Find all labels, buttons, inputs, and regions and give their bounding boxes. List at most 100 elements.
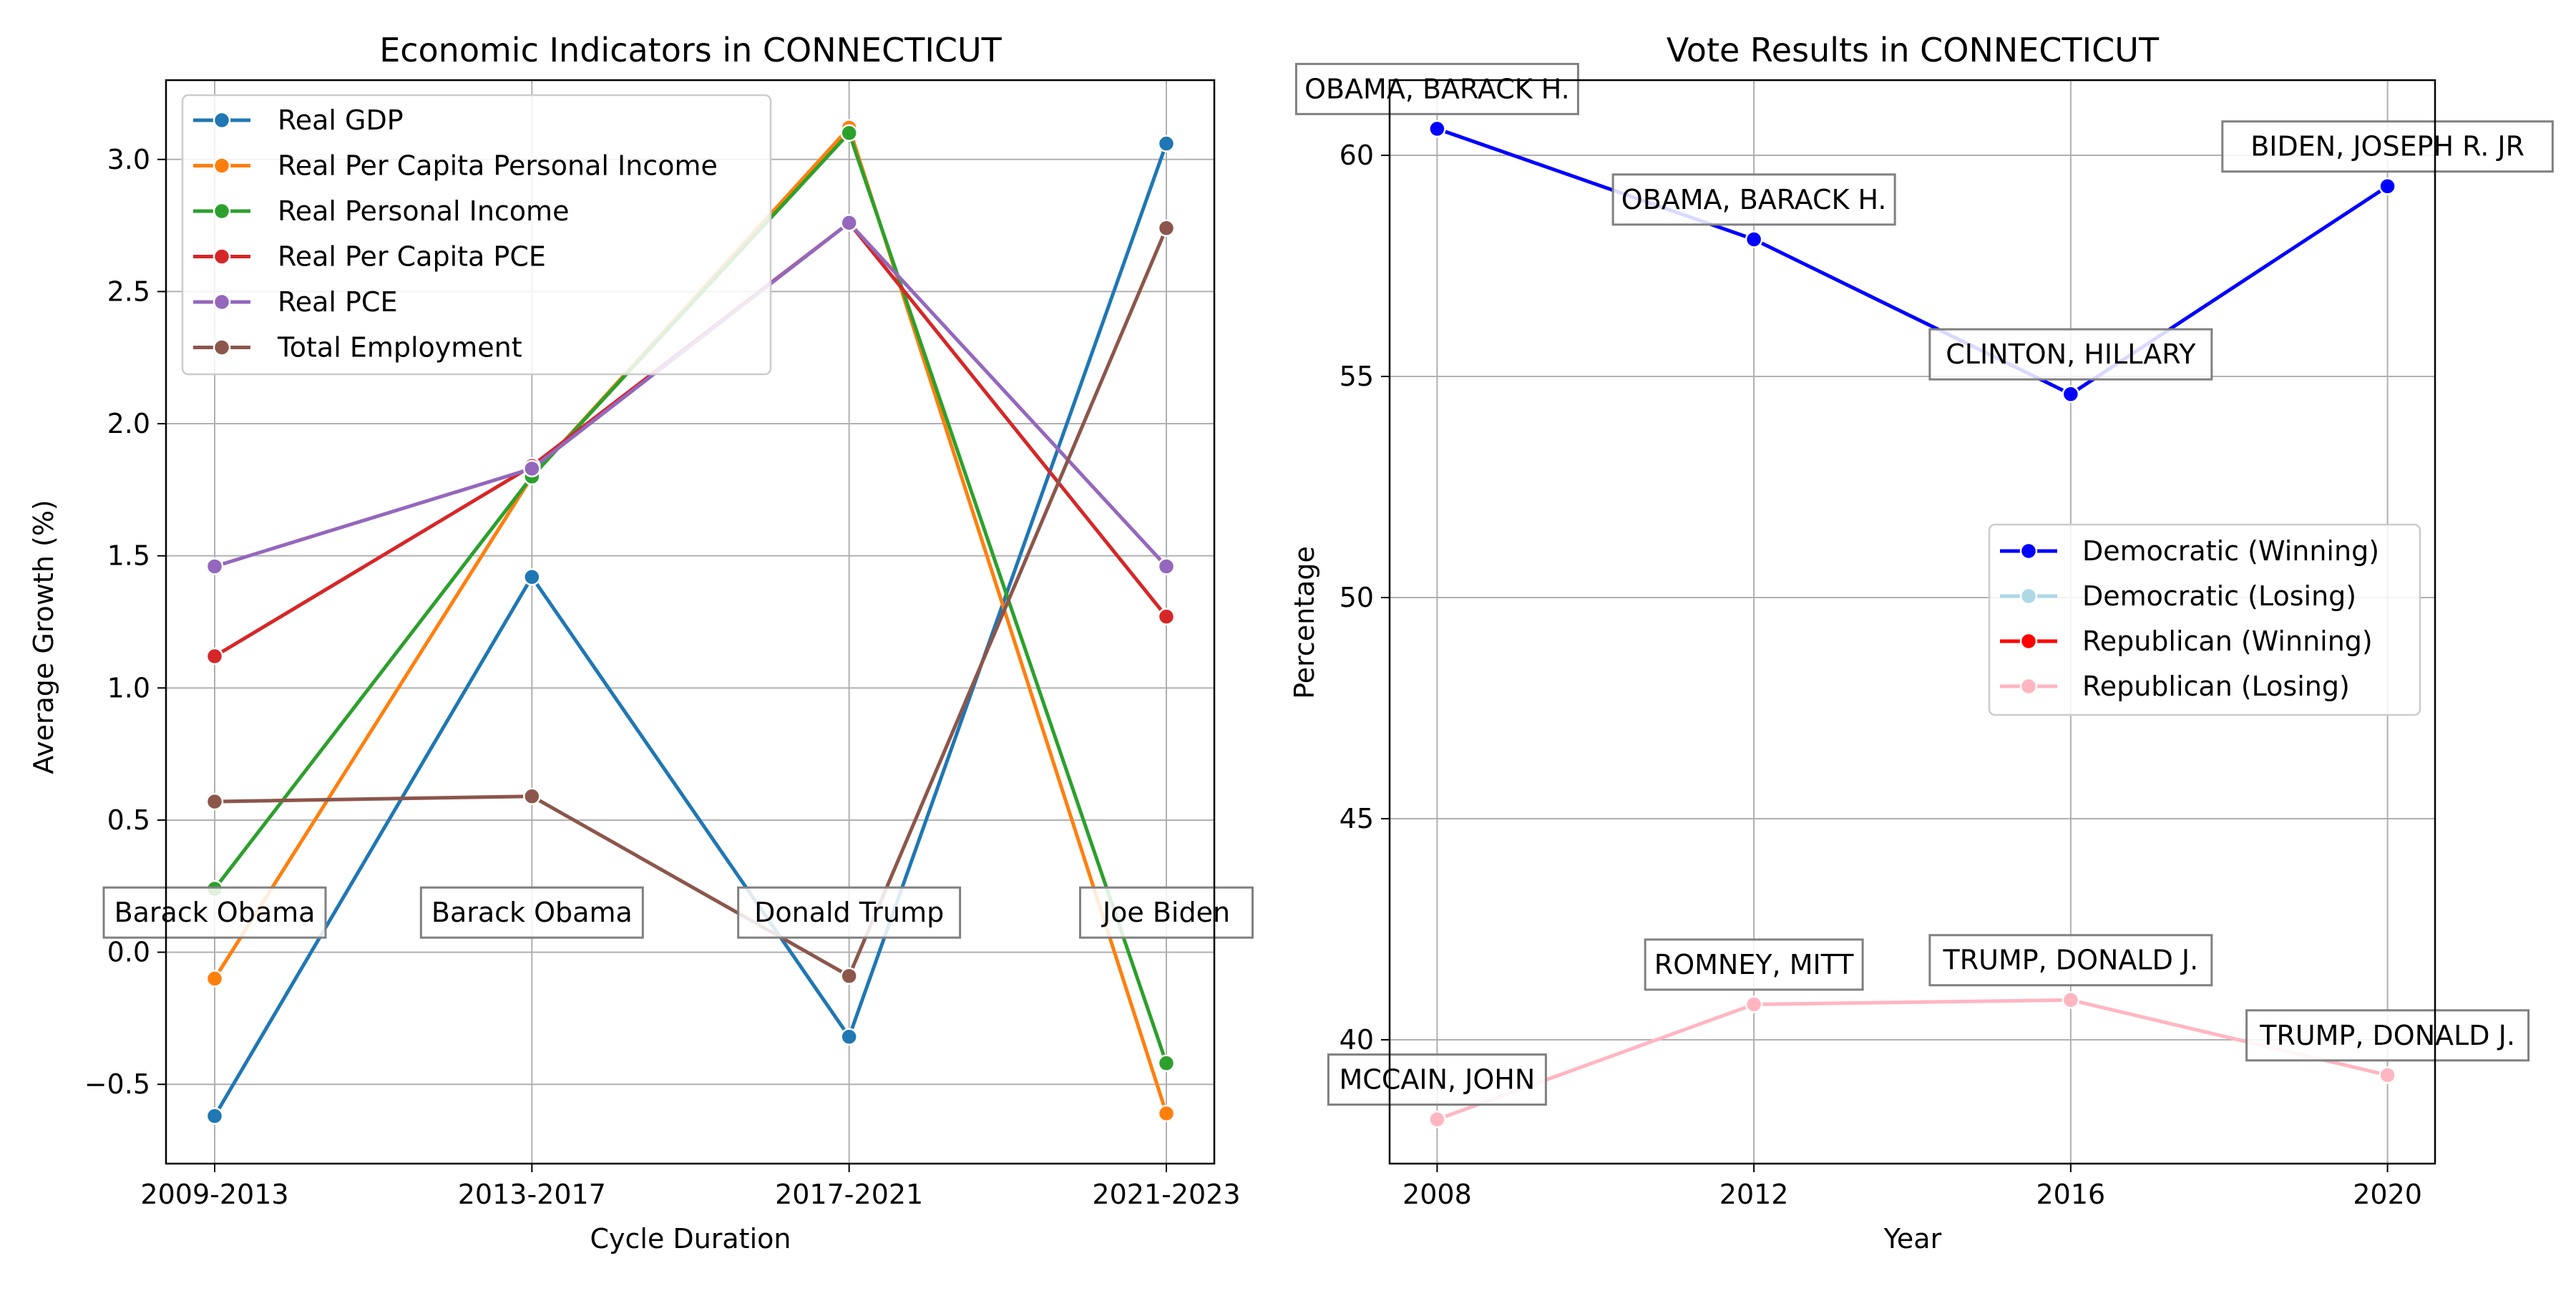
vote-results-chart: Vote Results in CONNECTICUT OBAMA, BARAC… — [1289, 31, 2554, 1255]
economic-indicators-chart: Economic Indicators in CONNECTICUT Barac… — [28, 31, 1254, 1255]
data-point — [1157, 1104, 1176, 1123]
annotation-box — [2245, 1009, 2530, 1062]
annotation-label: OBAMA, BARACK H. — [1621, 184, 1887, 215]
legend-marker — [2019, 632, 2038, 651]
data-point — [1157, 608, 1176, 625]
annotation-box — [1611, 173, 1896, 226]
data-point — [2062, 385, 2080, 404]
y-tick-label: 3.0 — [107, 144, 150, 175]
series-lines — [1436, 127, 2389, 1121]
series-line — [214, 227, 1169, 978]
y-tick-label: 45 — [1340, 803, 1374, 834]
legend-marker — [213, 248, 231, 265]
legend-label: Real PCE — [278, 286, 397, 318]
x-axis-label: Year — [1883, 1223, 1942, 1255]
legend-marker — [213, 338, 231, 356]
y-axis-ticks: −0.5 0.0 0.5 1.0 1.5 2.0 2.5 3.0 — [84, 144, 166, 1100]
legend-marker — [2019, 587, 2038, 605]
legend-label: Real GDP — [278, 104, 404, 136]
annotation-label: Donald Trump — [754, 897, 944, 928]
annotation-label: BIDEN, JOSEPH R. JR — [2250, 131, 2524, 162]
annotation-label: MCCAIN, JOHN — [1340, 1064, 1536, 1096]
legend-box — [1988, 523, 2421, 716]
y-tick-label: 1.5 — [107, 540, 150, 572]
chart-title: Economic Indicators in CONNECTICUT — [379, 31, 1002, 69]
data-point — [1428, 1110, 1446, 1129]
y-tick-label: 0.0 — [107, 937, 150, 968]
data-point — [840, 214, 858, 232]
y-tick-label: 0.5 — [107, 804, 150, 836]
data-point — [840, 967, 858, 985]
data-point — [1157, 557, 1176, 575]
annotation-box — [2221, 120, 2554, 173]
annotation-box — [1294, 62, 1579, 115]
legend: Democratic (Winning) Democratic (Losing) R… — [1988, 523, 2421, 716]
data-point — [1745, 995, 1763, 1013]
data-point — [840, 1028, 858, 1046]
axes-frame — [165, 79, 1216, 1165]
legend-label: Republican (Losing) — [2082, 671, 2350, 702]
series-line — [1436, 127, 2389, 396]
x-tick-label: 2021-2023 — [1092, 1179, 1240, 1210]
legend-label: Total Employment — [277, 332, 522, 364]
x-tick-label: 2009-2013 — [140, 1179, 288, 1210]
legend-label: Real Personal Income — [278, 195, 569, 227]
annotation-box — [1928, 934, 2213, 987]
annotation-label: TRUMP, DONALD J. — [1943, 945, 2199, 976]
x-tick-label: 2008 — [1402, 1179, 1472, 1210]
annotations: Barack Obama Barack Obama Donald Trump Joe … — [102, 886, 1254, 939]
legend-marker — [213, 157, 231, 175]
annotation-box — [737, 886, 962, 939]
annotation-box — [1644, 938, 1864, 991]
data-point — [1428, 120, 1446, 138]
x-tick-label: 2020 — [2353, 1179, 2422, 1210]
x-tick-label: 2016 — [2036, 1179, 2106, 1210]
y-tick-label: 60 — [1340, 140, 1374, 171]
y-tick-label: 40 — [1340, 1024, 1374, 1056]
legend-label: Real Per Capita Personal Income — [278, 150, 718, 182]
data-point — [2379, 1066, 2396, 1084]
chart-title: Vote Results in CONNECTICUT — [1667, 31, 2160, 69]
data-point — [1745, 230, 1763, 248]
data-point — [523, 787, 541, 805]
y-tick-label: 1.0 — [107, 672, 150, 703]
data-point — [205, 647, 224, 666]
y-tick-label: 50 — [1340, 582, 1374, 613]
annotation-label: Barack Obama — [431, 897, 633, 928]
data-point — [523, 459, 541, 478]
data-point — [205, 792, 224, 811]
annotation-label: ROMNEY, MITT — [1654, 949, 1854, 980]
legend-marker — [2019, 677, 2038, 696]
legend-label: Democratic (Winning) — [2082, 535, 2379, 567]
legend-marker — [213, 111, 231, 130]
y-tick-label: −0.5 — [84, 1068, 150, 1100]
legend-marker — [213, 202, 231, 220]
y-tick-label: 2.5 — [107, 276, 150, 307]
annotation-box — [1079, 886, 1254, 939]
annotation-box — [419, 886, 644, 939]
annotation-label: OBAMA, BARACK H. — [1304, 73, 1570, 104]
legend-box — [181, 94, 772, 376]
legend-marker — [213, 293, 231, 311]
data-point — [840, 124, 858, 142]
y-axis-label: Percentage — [1289, 546, 1320, 699]
annotation-box — [1928, 328, 2213, 381]
legend: Real GDP Real Per Capita Personal Income R… — [181, 94, 772, 376]
x-axis-label: Cycle Duration — [590, 1223, 791, 1255]
data-point — [205, 970, 224, 988]
y-axis-ticks: 40 45 50 55 60 — [1340, 140, 1390, 1056]
series-line — [213, 142, 1169, 1117]
annotation-label: TRUMP, DONALD J. — [2259, 1020, 2515, 1051]
axes-frame — [1388, 79, 2436, 1165]
legend-marker — [2019, 542, 2038, 560]
annotation-label: Barack Obama — [114, 897, 316, 928]
series-points — [1428, 120, 2396, 1129]
data-point — [523, 567, 541, 586]
annotation-label: CLINTON, HILLARY — [1946, 338, 2196, 370]
data-point — [2062, 991, 2080, 1009]
x-axis-ticks: 2009-2013 2013-2017 2017-2021 2021-2023 — [140, 1164, 1241, 1210]
series-line — [1436, 998, 2389, 1121]
y-axis-label: Average Growth (%) — [28, 500, 59, 774]
